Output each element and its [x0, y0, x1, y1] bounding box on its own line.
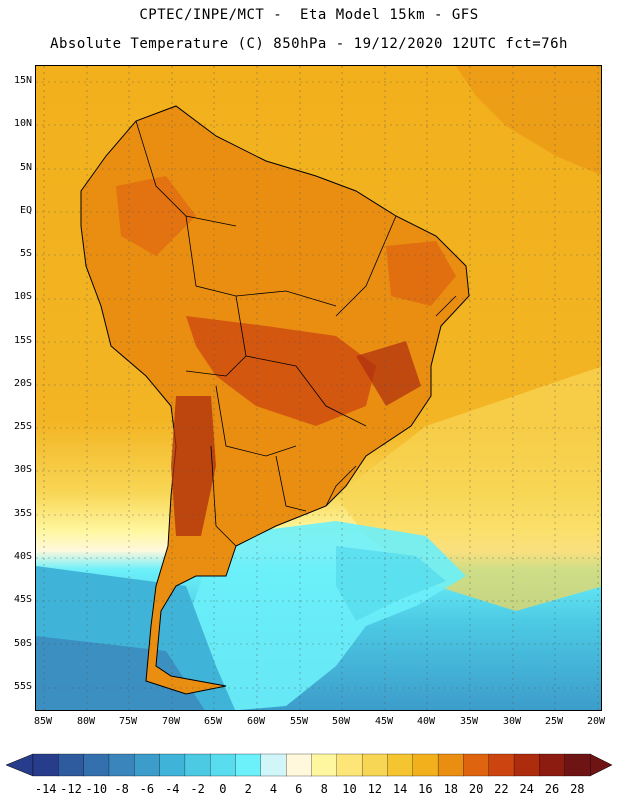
lon-label: 85W: [33, 716, 53, 727]
graticule: [36, 66, 601, 710]
lat-label: 45S: [13, 594, 32, 605]
colorbar-label: -14: [34, 782, 57, 796]
colorbar-label: 4: [269, 782, 278, 796]
hot-core-central: [186, 316, 376, 426]
lon-label: 30W: [502, 716, 522, 727]
lat-label: 20S: [13, 378, 32, 389]
colorbar-label: -2: [190, 782, 205, 796]
colorbar-segment: [260, 753, 287, 777]
lon-label: 35W: [459, 716, 479, 727]
colorbar-max-arrow: [589, 753, 613, 777]
colorbar-label: -12: [60, 782, 82, 796]
lat-label: 40S: [13, 551, 32, 562]
colorbar-segment: [83, 753, 110, 777]
colorbar-label: 10: [342, 782, 357, 796]
lat-label: 5N: [19, 162, 32, 173]
colorbar-segment: [387, 753, 414, 777]
colorbar-segment: [463, 753, 490, 777]
colorbar-segment: [564, 753, 591, 777]
colorbar-label: 26: [544, 782, 560, 796]
colorbar-segment: [286, 753, 313, 777]
warm-region-atlantic: [456, 66, 601, 176]
map-panel[interactable]: [35, 65, 602, 711]
colorbar-segment: [361, 753, 389, 777]
colorbar-label: 16: [418, 782, 433, 796]
hot-core-southeast: [356, 341, 421, 406]
colorbar-segment: [488, 753, 515, 777]
lon-label: 55W: [289, 716, 309, 727]
colorbar-segment: [412, 753, 439, 777]
colorbar-segment: [336, 753, 363, 777]
colorbar-segment: [539, 753, 566, 777]
lon-label: 70W: [161, 716, 181, 727]
colorbar-label: 20: [468, 782, 484, 796]
colorbar-segment: [513, 753, 540, 777]
hot-core-northeast: [386, 241, 456, 306]
lon-label: 20W: [586, 716, 606, 727]
lon-label: 40W: [416, 716, 436, 727]
lon-label: 60W: [246, 716, 266, 727]
colorbar-segment: [58, 753, 85, 777]
lat-label: 10N: [13, 118, 32, 129]
lat-label: EQ: [19, 205, 32, 216]
lat-label: 55S: [13, 681, 32, 692]
colorbar-segment: [311, 753, 338, 777]
lon-label: 80W: [76, 716, 96, 727]
title-line-1: CPTEC/INPE/MCT - Eta Model 15km - GFS: [139, 7, 479, 23]
colorbar-segment: [32, 753, 59, 777]
colorbar-label: 2: [244, 782, 252, 796]
colorbar-segment: [235, 753, 262, 777]
lon-label: 50W: [331, 716, 351, 727]
colorbar-label: -6: [139, 782, 155, 796]
temperature-map: [36, 66, 601, 710]
lon-label: 65W: [203, 716, 223, 727]
title-line-2: Absolute Temperature (C) 850hPa - 19/12/…: [50, 36, 568, 52]
colorbar: [5, 753, 613, 777]
colorbar-label: -4: [165, 782, 180, 796]
colorbar-label: -10: [85, 782, 108, 796]
lat-label: 50S: [13, 638, 32, 649]
cold-band-far-south: [36, 636, 205, 710]
cool-tongue-inner: [336, 546, 446, 621]
colorbar-label: 6: [295, 782, 303, 796]
colorbar-segment: [159, 753, 186, 777]
country-borders: [135, 120, 457, 547]
lat-label: 35S: [13, 508, 32, 519]
colorbar-label: 18: [443, 782, 459, 796]
lon-label: 45W: [374, 716, 394, 727]
hot-core-north: [116, 176, 196, 256]
colorbar-label: 22: [494, 782, 509, 796]
colorbar-label: -8: [114, 782, 129, 796]
colorbar-segment: [437, 753, 464, 777]
colorbar-segment: [134, 753, 161, 777]
lat-label: 10S: [13, 291, 32, 302]
lon-label: 25W: [544, 716, 564, 727]
colorbar-segment: [108, 753, 135, 777]
hot-core-andes: [171, 396, 216, 536]
colorbar-label: 0: [219, 782, 227, 796]
colorbar-label: 8: [320, 782, 328, 796]
colorbar-segment: [184, 753, 211, 777]
lat-label: 15N: [13, 75, 32, 86]
lat-label: 5S: [19, 248, 32, 259]
lat-label: 15S: [13, 335, 32, 346]
lat-label: 30S: [13, 464, 32, 475]
colorbar-label: 12: [367, 782, 383, 796]
colorbar-label: 24: [519, 782, 534, 796]
colorbar-segment: [210, 753, 237, 777]
colorbar-label: 14: [392, 782, 408, 796]
colorbar-label: 28: [570, 782, 585, 796]
lat-label: 25S: [13, 421, 32, 432]
lon-label: 75W: [118, 716, 138, 727]
colorbar-min-arrow: [5, 753, 34, 777]
